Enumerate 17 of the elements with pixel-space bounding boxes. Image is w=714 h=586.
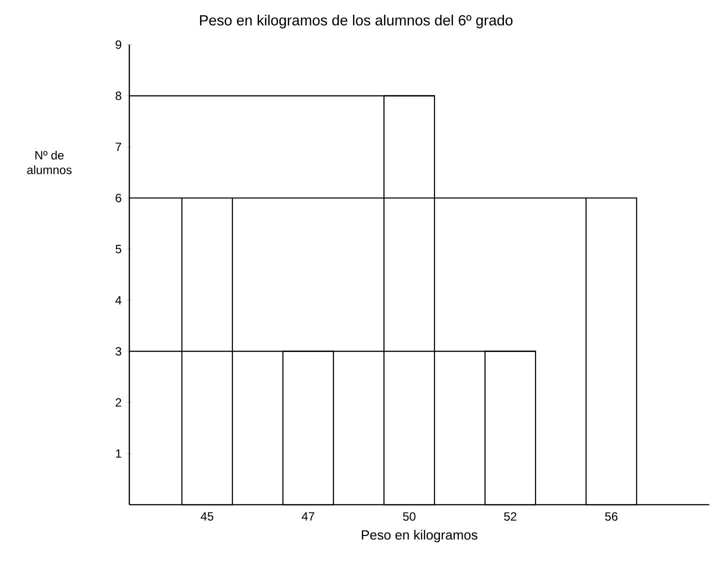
y-tick-label: 5 — [116, 244, 122, 254]
chart-title: Peso en kilogramos de los alumnos del 6º grado — [200, 14, 512, 28]
y-tick-label: 4 — [115, 296, 122, 304]
x-tick-label: 56 — [605, 512, 618, 521]
x-tick-label: 45 — [200, 512, 214, 521]
y-tick-label: 1 — [116, 449, 122, 458]
y-tick-label: 3 — [116, 347, 122, 356]
x-tick-label: 52 — [504, 512, 516, 521]
x-tick-label: 50 — [403, 512, 416, 521]
y-tick-label: 9 — [116, 40, 122, 49]
y-axis-title: Nº de alumnos — [27, 150, 72, 174]
y-tick-label: 8 — [116, 92, 122, 100]
y-tick-label: 7 — [116, 142, 122, 152]
x-tick-label: 47 — [302, 512, 314, 520]
y-tick-label: 2 — [116, 398, 122, 407]
x-axis-title: Peso en kilogramos — [362, 530, 478, 542]
y-tick-label: 6 — [116, 194, 122, 202]
